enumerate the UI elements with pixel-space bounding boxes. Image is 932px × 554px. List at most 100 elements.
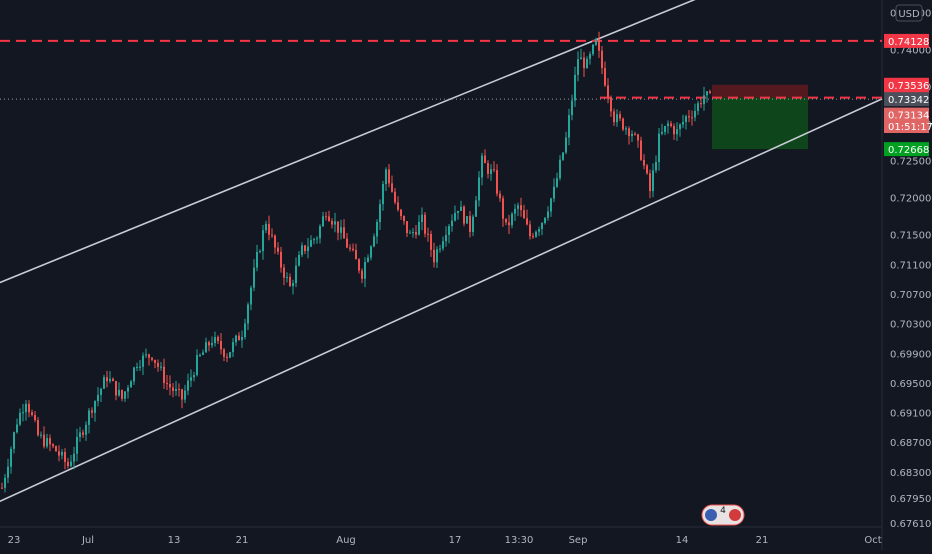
candle-body — [709, 91, 711, 93]
candle-body — [655, 162, 657, 171]
candle-body — [262, 230, 264, 252]
candle-body — [373, 236, 375, 247]
candle-body — [616, 114, 618, 123]
candle-body — [358, 259, 360, 271]
candle-body — [13, 432, 15, 449]
candle-body — [502, 198, 504, 219]
candle-body — [307, 246, 309, 251]
channel-lines — [0, 0, 883, 503]
candle-body — [169, 383, 171, 388]
candle-body — [607, 85, 609, 98]
candle-body — [388, 169, 390, 184]
candle-body — [73, 453, 75, 462]
candle-body — [682, 121, 684, 125]
candle-body — [148, 354, 150, 358]
candle-body — [595, 38, 597, 45]
candle-body — [586, 58, 588, 69]
candle-body — [163, 366, 165, 384]
candle-body — [46, 438, 48, 447]
candle-body — [139, 366, 141, 368]
candle-body — [67, 461, 69, 467]
x-tick-label: Jul — [81, 535, 94, 546]
candle-body — [349, 247, 351, 249]
candle-body — [196, 355, 198, 376]
candle-body — [247, 304, 249, 324]
candle-body — [481, 155, 483, 178]
stop-loss-zone — [712, 84, 808, 98]
candle-body — [259, 251, 261, 253]
candle-body — [565, 137, 567, 153]
candle-body — [676, 129, 678, 135]
candle-body — [208, 342, 210, 346]
candle-body — [667, 123, 669, 127]
candle-body — [343, 227, 345, 239]
candle-body — [235, 335, 237, 343]
candle-body — [694, 110, 696, 118]
y-tick-label: 0.67950 — [890, 494, 931, 505]
candle-body — [52, 444, 54, 447]
candle-body — [229, 352, 231, 358]
candle-body — [559, 159, 561, 179]
price-tags: 0.741280.735360.733630.733420.7313401:51… — [884, 33, 932, 157]
candle-body — [19, 412, 21, 425]
candle-body — [412, 232, 414, 234]
candle-body — [625, 128, 627, 130]
candle-body — [292, 283, 294, 287]
x-tick-label: 21 — [236, 535, 249, 546]
candle-body — [538, 229, 540, 232]
candle-body — [172, 387, 174, 392]
candle-body — [16, 424, 18, 433]
y-tick-label: 0.68300 — [890, 468, 931, 479]
flag-badge[interactable]: 4 — [701, 504, 745, 526]
candle-body — [529, 224, 531, 237]
candle-body — [448, 226, 450, 235]
candle-body — [298, 254, 300, 266]
candle-body — [526, 218, 528, 225]
candle-body — [4, 477, 6, 488]
candle-body — [508, 222, 510, 226]
candle-body — [505, 218, 507, 223]
candle-body — [628, 128, 630, 137]
candle-body — [301, 245, 303, 255]
candle-body — [367, 257, 369, 262]
candle-body — [517, 205, 519, 209]
candle-body — [697, 103, 699, 111]
candle-body — [265, 223, 267, 231]
x-tick-label: 13 — [168, 535, 181, 546]
candle-body — [253, 267, 255, 288]
candle-body — [451, 220, 453, 227]
x-tick-label: 14 — [676, 535, 689, 546]
candle-body — [40, 434, 42, 436]
candle-body — [391, 183, 393, 192]
candle-body — [85, 424, 87, 435]
candle-body — [592, 44, 594, 55]
candle-body — [181, 389, 183, 400]
candle-body — [649, 173, 651, 192]
price-tag-bg — [884, 33, 929, 48]
candle-body — [583, 57, 585, 69]
candle-body — [634, 133, 636, 135]
candle-body — [613, 111, 615, 123]
channel-lower-line — [0, 98, 883, 503]
candle-body — [610, 97, 612, 112]
x-tick-label: Sep — [569, 535, 588, 546]
candle-body — [280, 251, 282, 268]
currency-badge[interactable]: USD — [895, 4, 923, 22]
y-tick-label: 0.74000 — [890, 45, 931, 56]
candle-body — [673, 126, 675, 135]
candle-body — [295, 265, 297, 284]
price-tag-bg — [884, 142, 929, 157]
candle-body — [310, 240, 312, 247]
candle-body — [256, 251, 258, 268]
candle-body — [34, 415, 36, 421]
candle-body — [37, 420, 39, 436]
candle-body — [175, 389, 177, 392]
y-tick-label: 0.69100 — [890, 409, 931, 420]
x-tick-label: Oct — [864, 535, 881, 546]
candle-body — [94, 401, 96, 413]
time-axis[interactable]: 23 Jul 13 21 Aug 17 13:30 Sep 14 21 Oct — [8, 535, 882, 546]
candle-body — [145, 354, 147, 356]
